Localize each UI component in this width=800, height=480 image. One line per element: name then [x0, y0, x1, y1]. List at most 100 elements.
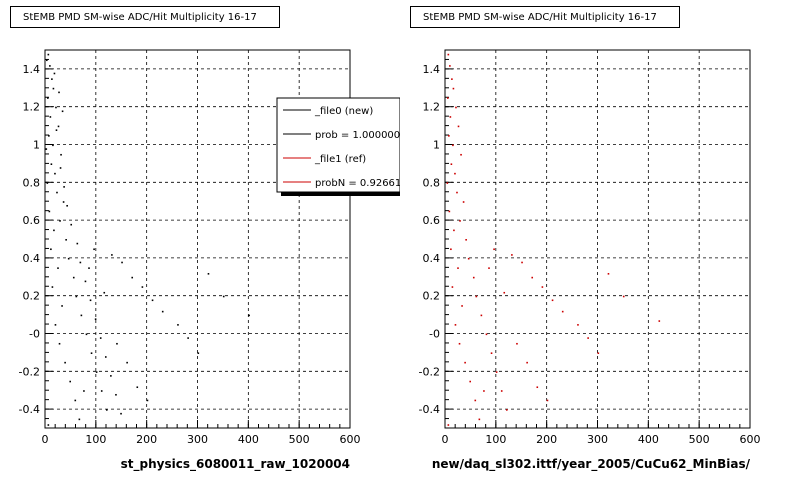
data-point: [115, 393, 117, 396]
data-point: [46, 182, 49, 184]
data-point: [658, 320, 661, 322]
data-point: [84, 280, 87, 283]
data-point: [89, 299, 92, 302]
x-tick-label: 500: [689, 433, 710, 446]
data-point: [536, 386, 539, 389]
data-point: [95, 371, 98, 373]
data-point: [146, 399, 149, 402]
data-point: [177, 324, 179, 326]
x-tick-label: 300: [187, 433, 208, 446]
left-chart-title: StEMB PMD SM-wise ADC/Hit Multiplicity 1…: [10, 6, 280, 28]
data-point: [45, 148, 48, 150]
data-point: [453, 229, 455, 232]
data-point: [447, 97, 449, 99]
data-point: [52, 87, 55, 90]
data-point: [577, 324, 579, 326]
y-tick-label: -0.2: [19, 365, 40, 378]
data-point: [83, 390, 85, 392]
data-point: [452, 87, 455, 90]
x-tick-label: 100: [85, 433, 106, 446]
data-point: [474, 399, 477, 402]
y-tick-label: 1: [33, 139, 40, 152]
data-point: [516, 342, 518, 345]
y-tick-label: 0.2: [423, 290, 441, 303]
data-point: [454, 324, 457, 326]
data-point: [495, 371, 498, 373]
data-point: [78, 418, 81, 421]
data-point: [493, 248, 495, 251]
x-tick-label: 500: [289, 433, 310, 446]
data-point: [57, 125, 60, 128]
data-point: [457, 267, 459, 269]
data-point: [103, 291, 106, 294]
y-tick-label: -0.4: [419, 403, 440, 416]
x-tick-label: 300: [587, 433, 608, 446]
data-point: [79, 261, 82, 264]
y-tick-label: 0.8: [423, 176, 441, 189]
data-point: [59, 220, 61, 222]
x-axis-label: new/daq_sl302.ittf/year_2005/CuCu62_MinB…: [432, 457, 751, 472]
data-point: [104, 356, 107, 358]
data-point: [467, 257, 470, 260]
data-point: [55, 106, 57, 109]
data-point: [597, 352, 600, 354]
legend-entry: probN = 0.926611: [315, 178, 400, 189]
data-point: [475, 295, 478, 298]
y-tick-label: -0.2: [419, 365, 440, 378]
data-point: [126, 361, 128, 364]
data-point: [131, 276, 134, 279]
data-point: [99, 337, 102, 339]
data-point: [472, 276, 475, 279]
y-tick-label: 0.6: [423, 214, 441, 227]
data-point: [54, 324, 57, 326]
y-tick-label: 0.4: [423, 252, 441, 265]
right-scatter-chart: 0 100 200 300 400 500 600 -0.4 -0.2 -0 0.2 0.4 0.6 0.…: [419, 49, 761, 472]
data-point: [451, 78, 453, 80]
data-point: [106, 409, 108, 411]
y-tick-label: 1.2: [423, 101, 441, 114]
y-tick-label: 0.6: [23, 214, 41, 227]
y-tick-label: 1.4: [423, 63, 441, 76]
data-point: [541, 286, 544, 288]
data-point: [447, 424, 450, 426]
data-point: [48, 135, 50, 137]
data-point: [48, 210, 51, 213]
data-point: [447, 53, 450, 56]
data-point: [457, 125, 460, 128]
data-point: [72, 276, 75, 279]
x-tick-label: 400: [238, 433, 259, 446]
data-point: [531, 276, 534, 279]
y-tick-label: 1: [433, 139, 440, 152]
data-points: [45, 53, 250, 426]
data-point: [121, 261, 123, 264]
data-point: [460, 153, 462, 156]
data-point: [480, 314, 483, 317]
data-point: [47, 424, 50, 426]
data-point: [248, 314, 250, 317]
data-point: [465, 239, 467, 241]
data-point: [46, 59, 48, 62]
data-point: [57, 267, 59, 269]
data-point: [490, 352, 493, 354]
data-point: [76, 242, 79, 245]
data-point: [561, 310, 564, 313]
data-point: [53, 72, 56, 75]
data-point: [58, 91, 60, 94]
data-point: [90, 352, 93, 354]
data-point: [478, 418, 481, 421]
data-point: [526, 361, 528, 364]
data-point: [50, 248, 52, 251]
data-point: [448, 210, 451, 213]
data-point: [450, 248, 452, 251]
data-point: [521, 261, 523, 264]
x-tick-label: 400: [638, 433, 659, 446]
data-point: [197, 352, 200, 354]
data-point: [53, 229, 55, 232]
y-tick-label: 1.2: [23, 101, 41, 114]
data-point: [500, 390, 503, 392]
data-point: [65, 239, 67, 241]
data-point: [458, 342, 461, 345]
data-point: [462, 201, 465, 203]
data-point: [49, 116, 52, 118]
data-point: [222, 295, 225, 298]
